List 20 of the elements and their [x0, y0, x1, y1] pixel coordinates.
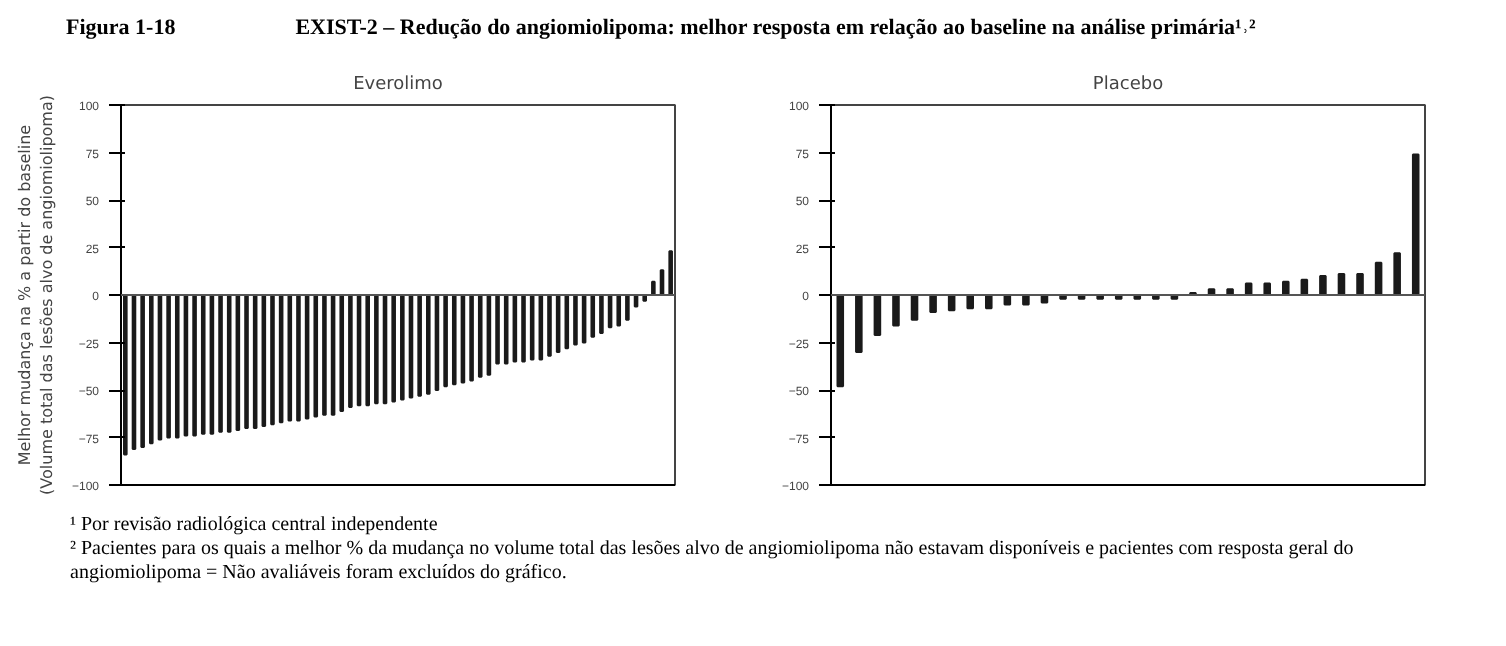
bar [1393, 252, 1401, 296]
bar [836, 294, 845, 388]
bar [966, 294, 974, 310]
bar [1282, 280, 1290, 296]
text: Figura 1-18 [66, 16, 176, 40]
text: ² Pacientes para os quais a melhor % da mudança no volume total das lesões alvo de angiomiolipoma não estavam disponíveis e pacientes com resposta geral do angiomiolipoma = Não avaliáveis foram excluídos do gráfico. [70, 538, 1356, 586]
bar [855, 294, 863, 353]
y-axis-title: Melhor mudança na % a partir do baseline (Volume total das lesões alvo de angiomiolipoma) [16, 95, 56, 495]
bar [1263, 282, 1271, 296]
bar [1411, 153, 1420, 296]
text: EXIST-2 – Redução do angiomiolipoma: melhor resposta em relação ao baseline na análise primária¹˒² [295, 16, 1256, 40]
bar [985, 294, 993, 310]
bar [1356, 273, 1364, 296]
chart-title: Everolimo [353, 75, 444, 95]
chart-title: Placebo [1092, 75, 1165, 95]
bar [1319, 275, 1327, 296]
text: ¹ Por revisão radiológica central independente [70, 514, 440, 538]
bar [892, 294, 900, 327]
bar [929, 294, 937, 314]
bar [1022, 294, 1030, 306]
